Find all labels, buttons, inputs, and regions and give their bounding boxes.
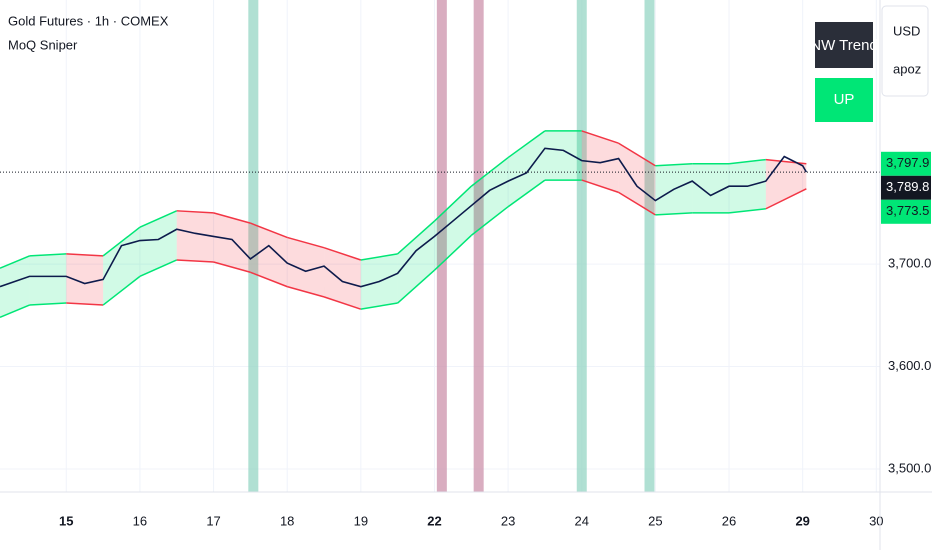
price-line bbox=[0, 147, 808, 288]
band-upper bbox=[360, 253, 398, 261]
x-tick-label: 19 bbox=[354, 513, 368, 528]
band-upper bbox=[728, 158, 766, 165]
band-fill bbox=[397, 221, 435, 304]
band-lower bbox=[66, 302, 104, 306]
band-fill bbox=[508, 130, 545, 207]
trend-header: NW Trend bbox=[810, 37, 878, 54]
indicator-name: MoQ Sniper bbox=[8, 37, 78, 52]
signal-highlight bbox=[576, 0, 587, 492]
x-tick-label: 22 bbox=[427, 513, 441, 528]
band-fill bbox=[544, 130, 582, 181]
price-label: 3,797.9 bbox=[886, 155, 929, 170]
band-lower bbox=[507, 179, 546, 208]
price-label-bg bbox=[881, 151, 931, 176]
band-fill bbox=[692, 163, 730, 213]
band-fill bbox=[250, 223, 288, 287]
trend-value: UP bbox=[834, 91, 855, 108]
x-tick-label: 23 bbox=[501, 513, 515, 528]
band-fill bbox=[0, 255, 30, 318]
band-fill bbox=[176, 210, 214, 263]
band-lower bbox=[360, 302, 398, 310]
currency[interactable]: USD bbox=[893, 23, 920, 38]
band-upper bbox=[286, 236, 325, 249]
band-fill bbox=[434, 186, 472, 271]
axis-note[interactable]: apoz bbox=[893, 61, 921, 76]
x-tick-label: 18 bbox=[280, 513, 294, 528]
band-lower bbox=[213, 261, 251, 273]
band-lower bbox=[250, 271, 288, 288]
band-upper bbox=[139, 210, 178, 228]
band-upper bbox=[581, 130, 619, 144]
band-fill bbox=[139, 210, 177, 277]
x-tick-label: 24 bbox=[575, 513, 589, 528]
trend-value-bg bbox=[815, 78, 873, 122]
band-lower bbox=[0, 304, 30, 319]
band-fill bbox=[765, 159, 807, 209]
x-tick-label: 26 bbox=[722, 513, 736, 528]
band-fill bbox=[103, 227, 140, 306]
band-upper bbox=[323, 246, 362, 261]
band-lower bbox=[102, 275, 141, 306]
band-fill bbox=[618, 143, 656, 215]
band-upper bbox=[507, 130, 546, 159]
band-lower bbox=[581, 179, 619, 194]
band-upper bbox=[765, 158, 807, 165]
band-lower bbox=[139, 259, 178, 278]
chart-title: Gold Futures · 1h · COMEX bbox=[8, 13, 169, 28]
signal-highlight bbox=[644, 0, 655, 492]
band-upper bbox=[102, 226, 141, 257]
band-upper bbox=[397, 220, 435, 255]
band-upper bbox=[66, 253, 104, 257]
price-label: 3,773.5 bbox=[886, 203, 929, 218]
y-tick-label: 3,700.0 bbox=[888, 256, 931, 271]
currency-box[interactable] bbox=[881, 5, 929, 97]
band-fill bbox=[324, 247, 361, 310]
x-tick-label: 30 bbox=[869, 513, 883, 528]
band-upper bbox=[655, 162, 693, 167]
signal-highlight bbox=[436, 0, 447, 492]
band-lower bbox=[728, 208, 766, 214]
band-upper bbox=[29, 253, 67, 257]
band-lower bbox=[323, 296, 362, 310]
signal-highlight bbox=[248, 0, 259, 492]
price-label-bg bbox=[881, 175, 931, 200]
band-fill bbox=[213, 212, 251, 273]
band-fill bbox=[287, 237, 325, 297]
band-upper bbox=[433, 185, 472, 222]
band-lower bbox=[397, 269, 435, 304]
y-tick-label: 3,600.0 bbox=[888, 358, 931, 373]
band-fill bbox=[581, 130, 619, 193]
x-tick-label: 17 bbox=[206, 513, 220, 528]
band-upper bbox=[0, 255, 30, 269]
band-upper bbox=[250, 222, 288, 239]
band-upper bbox=[618, 142, 656, 167]
band-fill bbox=[66, 253, 104, 306]
price-label: 3,789.8 bbox=[886, 179, 929, 194]
band-lower bbox=[470, 206, 509, 236]
x-tick-label: 25 bbox=[648, 513, 662, 528]
band-upper bbox=[176, 210, 214, 214]
band-lower bbox=[618, 191, 656, 216]
band-lower bbox=[176, 259, 214, 263]
x-tick-label: 29 bbox=[795, 513, 809, 528]
x-tick-label: 16 bbox=[133, 513, 147, 528]
band-upper bbox=[213, 212, 251, 224]
plot-area bbox=[0, 0, 880, 492]
band-lower bbox=[29, 302, 67, 306]
price-label-bg bbox=[881, 199, 931, 224]
signal-highlight bbox=[473, 0, 484, 492]
band-lower bbox=[286, 285, 325, 298]
band-fill bbox=[29, 253, 67, 306]
band-fill bbox=[471, 157, 509, 236]
band-lower bbox=[655, 212, 693, 216]
x-tick-label: 15 bbox=[59, 513, 73, 528]
band-lower bbox=[433, 234, 472, 271]
y-tick-label: 3,500.0 bbox=[888, 460, 931, 475]
band-lower bbox=[765, 188, 807, 210]
trend-header-bg bbox=[815, 22, 873, 68]
